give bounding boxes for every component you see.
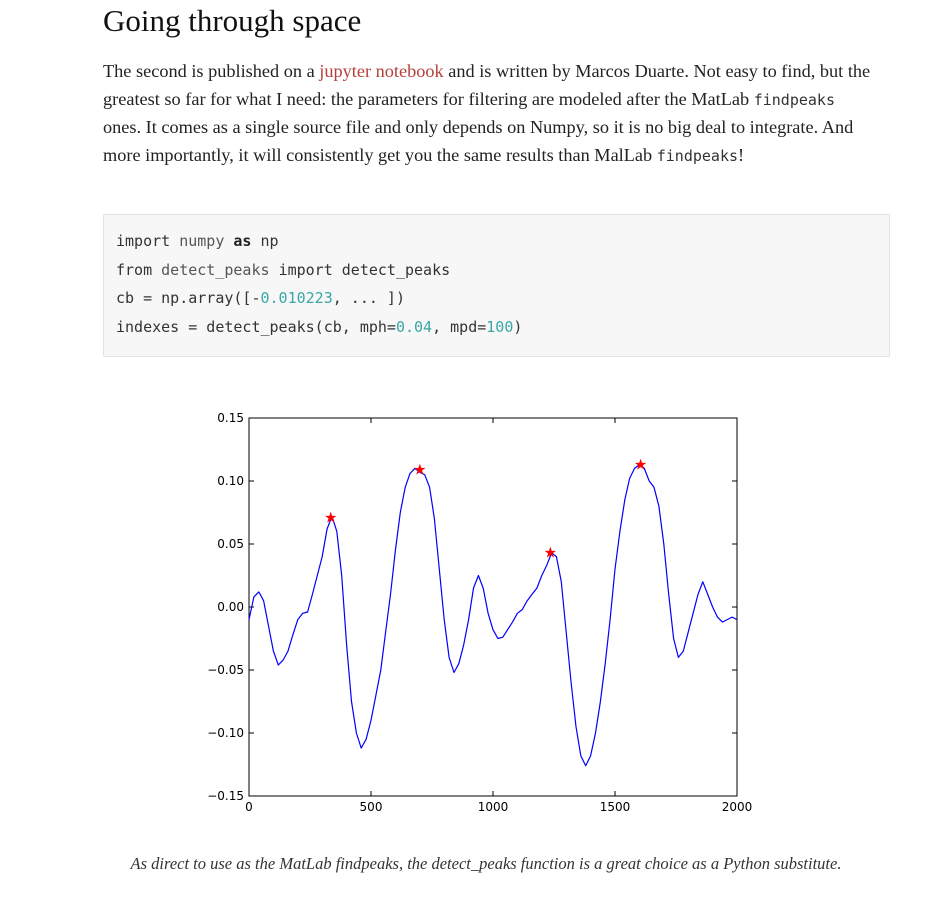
figure-caption: As direct to use as the MatLab findpeaks… [130, 854, 842, 873]
x-tick-label: 1500 [600, 800, 631, 814]
paragraph-text: The second is published on a [103, 61, 320, 81]
series-line [248, 463, 738, 767]
inline-code: findpeaks [656, 146, 739, 165]
y-tick-label: 0.05 [217, 537, 244, 551]
code-name: np [260, 232, 279, 250]
code-keyword: import [116, 232, 171, 250]
peak-marker: ★ [324, 508, 337, 526]
y-tick-label: −0.15 [207, 789, 244, 803]
code-number: 0.04 [395, 317, 433, 336]
paragraph-text: ones. It comes as a single source file a… [103, 117, 854, 165]
paragraph-text: ! [738, 144, 745, 165]
jupyter-notebook-link[interactable]: jupyter notebook [319, 61, 444, 81]
code-text-segment: , ... ]) [332, 289, 405, 308]
y-tick-label: −0.05 [207, 663, 244, 677]
x-tick-label: 500 [360, 800, 383, 814]
code-block: import numpy as np from detect_peaks imp… [103, 214, 890, 357]
code-text-segment: , mpd= [432, 317, 487, 336]
code-text-segment: cb = np.array([- [116, 289, 261, 308]
y-tick-label: 0.10 [217, 474, 244, 488]
y-tick-label: 0.00 [217, 600, 244, 614]
code-text-segment: indexes = detect_peaks(cb, mph= [116, 317, 396, 336]
x-tick-label: 1000 [478, 800, 509, 814]
peak-marker: ★ [413, 460, 426, 478]
code-text: import numpy as np from detect_peaks imp… [116, 227, 522, 341]
code-keyword: as [233, 232, 252, 250]
paragraph-text: and is written by Marcos Duarte. Not eas… [103, 61, 871, 109]
code-number: 0.010223 [260, 289, 333, 308]
code-number: 100 [486, 317, 514, 336]
code-name: detect_peaks [341, 260, 451, 279]
inline-code: findpeaks [753, 90, 835, 109]
peaks-chart: 0 500 1000 1500 2000 0.15 0.10 0.05 0.00 −0.05 −0.… [207, 411, 753, 814]
body-paragraph: The second is published on a jupyter not… [103, 58, 873, 170]
x-tick-label: 2000 [722, 800, 753, 814]
code-keyword: import [278, 260, 333, 279]
page-title: Going through space [103, 3, 362, 38]
y-tick-label: −0.10 [207, 726, 244, 740]
plot-frame [248, 417, 738, 797]
code-keyword: from [116, 260, 153, 279]
y-tick-label: 0.15 [217, 411, 244, 425]
code-module: detect_peaks [161, 260, 270, 279]
peak-marker: ★ [544, 544, 557, 562]
x-tick-label: 0 [245, 800, 253, 814]
peak-marker: ★ [634, 455, 647, 473]
code-module: numpy [179, 232, 225, 250]
code-text-segment: ) [513, 317, 523, 336]
